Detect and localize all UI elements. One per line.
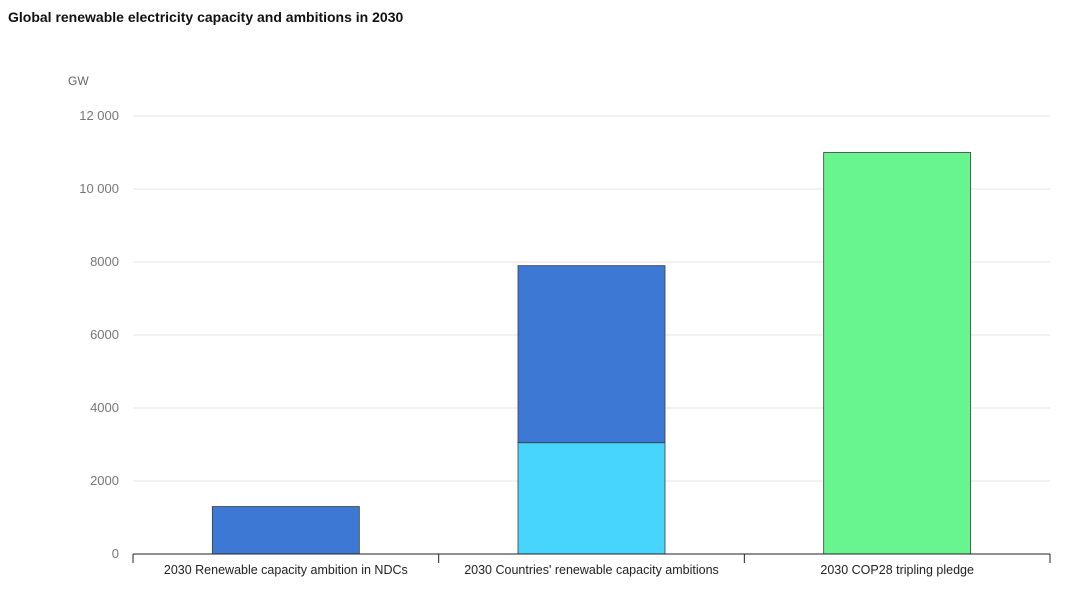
x-tick-label: 2030 Renewable capacity ambition in NDCs <box>164 563 408 577</box>
y-tick-label: 6000 <box>90 327 119 342</box>
y-tick-label: 8000 <box>90 254 119 269</box>
bars <box>211 152 972 555</box>
y-tick-label: 12 000 <box>79 108 119 123</box>
chart-title: Global renewable electricity capacity an… <box>8 9 404 25</box>
y-tick-label: 10 000 <box>79 181 119 196</box>
x-tick-label: 2030 Countries' renewable capacity ambit… <box>464 563 719 577</box>
x-tick-label: 2030 COP28 tripling pledge <box>820 563 974 577</box>
bar-segment <box>823 152 972 555</box>
y-tick-label: 4000 <box>90 400 119 415</box>
bar-segment <box>517 442 666 555</box>
y-tick-label: 0 <box>112 546 119 561</box>
bar-segment <box>211 506 360 555</box>
y-tick-label: 2000 <box>90 473 119 488</box>
x-axis <box>132 553 1051 563</box>
y-unit-label: GW <box>68 74 89 88</box>
labels: GW 0 2000 4000 6000 8000 10 000 12 000 2030 Rene… <box>68 74 974 577</box>
bar-segment <box>517 265 666 444</box>
